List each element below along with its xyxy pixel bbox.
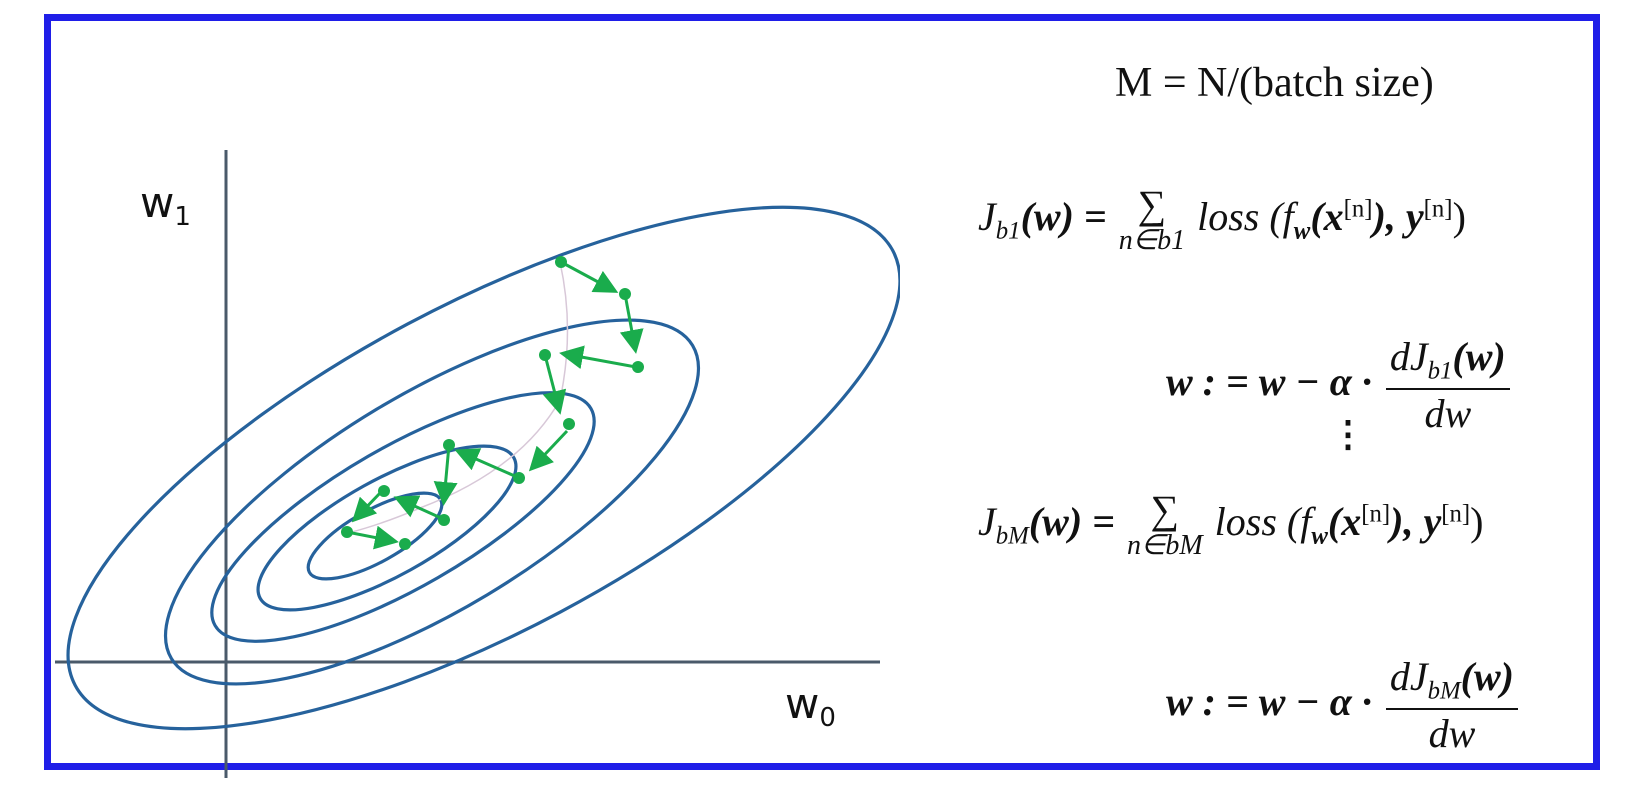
step-point — [378, 485, 390, 497]
step-point — [443, 439, 455, 451]
minibatch-points — [341, 256, 644, 550]
gradient-fraction-bM: dJbM(w) dw — [1385, 657, 1518, 754]
contour-ellipse-4 — [256, 444, 518, 612]
batch1-update-rule: w : = w − α · dJb1(w) dw — [1166, 337, 1510, 434]
step-arrow — [559, 345, 637, 370]
y-axis-label: w1 — [140, 178, 191, 232]
batch-count-equation: M = N/(batch size) — [1115, 60, 1434, 106]
step-point — [555, 256, 567, 268]
step-point — [341, 526, 353, 538]
summation-b1: ∑ n∈b1 — [1118, 182, 1186, 257]
minibatch-path — [346, 260, 644, 550]
step-point — [632, 361, 644, 373]
step-arrow — [393, 495, 442, 520]
step-arrow — [560, 260, 619, 293]
batch1-loss-equation: Jb1(w) = ∑ n∈b1 loss (fw(x[n]), y[n]) — [978, 182, 1466, 257]
batchM-update-rule: w : = w − α · dJbM(w) dw — [1166, 657, 1518, 754]
step-arrow — [346, 525, 399, 550]
contour-plot: w1 w0 — [55, 150, 900, 778]
ellipsis: ⋮ — [1330, 414, 1366, 454]
step-point — [619, 288, 631, 300]
step-arrow — [351, 489, 384, 523]
summation-bM: ∑ n∈bM — [1126, 487, 1203, 562]
contour-ellipse-3 — [210, 391, 596, 643]
step-arrow — [542, 354, 567, 415]
step-point — [539, 349, 551, 361]
batchM-loss-equation: JbM(w) = ∑ n∈bM loss (fw(x[n]), y[n]) — [978, 487, 1484, 562]
step-arrow — [528, 429, 569, 472]
step-arrow — [454, 448, 518, 479]
step-point — [438, 514, 450, 526]
step-arrow — [619, 293, 644, 354]
x-axis-label: w0 — [785, 679, 836, 733]
diagram-frame — [44, 14, 1600, 770]
gradient-fraction-b1: dJb1(w) dw — [1385, 337, 1510, 434]
contour-ellipse-2 — [163, 318, 701, 686]
gradient-trace — [347, 261, 569, 534]
step-point — [399, 538, 411, 550]
step-point — [563, 418, 575, 430]
step-arrow — [433, 444, 458, 506]
step-point — [513, 472, 525, 484]
contour-ellipse-outer — [66, 205, 900, 731]
